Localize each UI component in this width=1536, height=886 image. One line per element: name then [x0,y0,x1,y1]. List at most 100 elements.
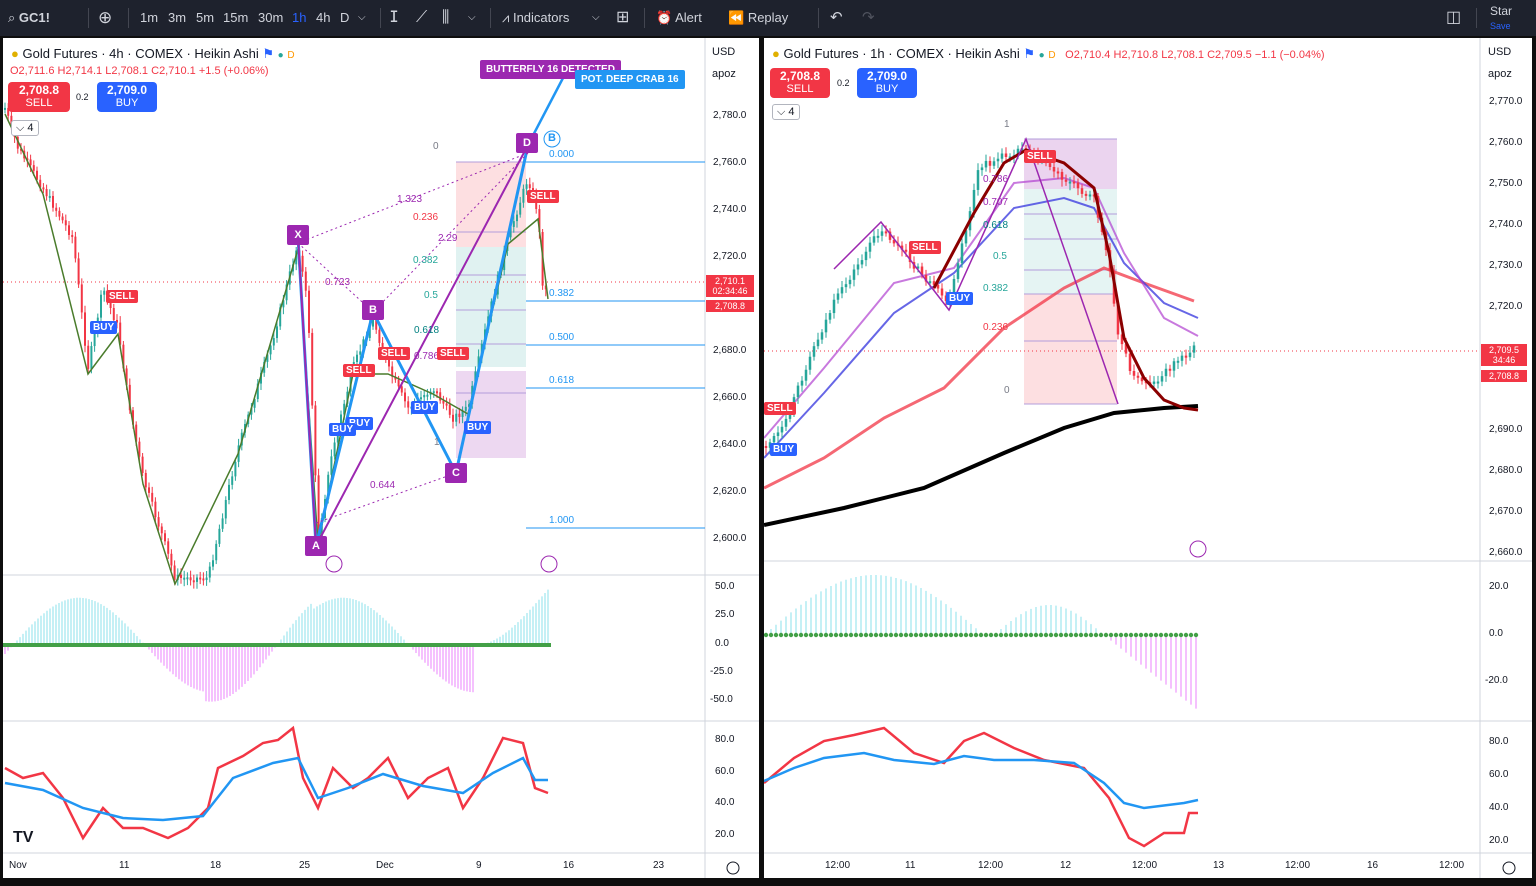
pattern-point-a[interactable]: A [305,536,327,556]
redo-icon[interactable]: ↷ [862,9,875,26]
top-toolbar: ⌕ GC1! ⊕ 1m 3m 5m 15m 30m 1h 4h D ⌵ ⵊ ⟋ … [0,0,1536,36]
alarm-clock-icon: ⏰ [656,10,673,25]
flash-circle-icon[interactable] [1189,540,1207,558]
right-chart-panel[interactable]: ● Gold Futures · 1h · COMEX · Heikin Ash… [764,38,1532,878]
interval-15m[interactable]: 15m [223,10,249,25]
signal-sell: SELL [378,347,410,360]
alert-button[interactable]: ⏰ Alert [656,10,702,25]
signal-sell: SELL [343,364,375,377]
candle-body [199,577,202,580]
candle-body [1004,153,1008,157]
settings-gear-icon[interactable] [726,861,740,875]
layout-split-icon[interactable]: ◫ [1446,9,1462,26]
candle-body [509,226,512,238]
price-axis-tick: 2,660.0 [713,392,747,403]
candle-body [461,410,464,417]
pattern-point-c[interactable]: C [445,463,467,483]
fibext-05: 0.5 [424,290,438,301]
osc-dot [1173,632,1179,638]
currency-selector[interactable]: USD [1488,46,1512,58]
layouts-grid-icon[interactable]: ⊞ [616,9,630,26]
interval-4h[interactable]: 4h [316,10,331,25]
right-chart-canvas[interactable] [764,38,1532,878]
candle-body [100,294,102,318]
symbol-search[interactable]: ⌕ GC1! [8,10,50,25]
status-dot-green-icon: ● [1038,50,1045,61]
buy-button[interactable]: 2,709.0 BUY [857,68,917,98]
indicators-collapse-toggle[interactable]: ⌵ 4 [11,120,39,136]
price-axis-tick: 2,760.0 [713,157,747,168]
candle-body [218,528,221,544]
settings-gear-icon[interactable] [1502,861,1516,875]
search-icon: ⌕ [8,10,16,25]
interval-d[interactable]: D [340,10,350,25]
scale-mode-selector[interactable]: apoz [1488,68,1512,80]
left-legend[interactable]: ● Gold Futures · 4h · COMEX · Heikin Ash… [11,46,295,62]
osc-dot [1088,632,1094,638]
candle-body [16,136,19,149]
osc-dot [968,632,974,638]
bars-style-icon[interactable]: ⵊ [390,9,399,26]
sell-button[interactable]: 2,708.8 SELL [8,82,70,112]
flag-icon[interactable]: ⚑ [262,46,275,61]
time-axis-tick: Nov [9,860,27,871]
compare-symbol-icon[interactable]: ⊕ [98,8,113,27]
pattern-point-d[interactable]: D [516,133,538,153]
replay-circle-icon[interactable] [325,555,343,573]
candle-body [1152,381,1156,384]
indicators-button[interactable]: ⩘ Indicators [502,10,570,25]
fibext-1: 1 [434,437,440,448]
osc-dot [1048,632,1054,638]
candle-body [780,426,784,433]
candle-body [205,577,208,581]
scale-mode-selector[interactable]: apoz [712,68,736,80]
interval-1m[interactable]: 1m [140,10,159,25]
interval-3m[interactable]: 3m [168,10,187,25]
flash-circle-icon[interactable] [540,555,558,573]
chart-style-chevron-down-icon[interactable]: ⌵ [468,12,476,23]
interval-1h[interactable]: 1h [292,10,307,25]
user-menu[interactable]: Star Save [1490,4,1513,31]
candles-style-icon[interactable]: ⫼ [442,9,450,26]
price-axis-tick: 2,620.0 [713,486,747,497]
osc-dot [1043,632,1049,638]
candle-body [544,285,547,290]
left-chart-canvas[interactable]: TV [3,38,759,878]
candle-body [135,424,138,442]
candle-body [852,269,856,280]
left-chart-panel[interactable]: TV ● Gold Futures · 4h · COMEX · Heikin … [3,38,759,878]
candle-body [828,313,832,320]
candle-body [788,412,792,419]
candle-body [164,533,166,542]
candle-body [1164,368,1168,377]
separator [1476,8,1477,28]
candle-body [448,404,451,415]
price-axis-tick: 2,730.0 [1489,260,1523,271]
undo-icon[interactable]: ↶ [830,9,843,26]
interval-dropdown-chevron-down-icon[interactable]: ⌵ [358,12,366,23]
time-axis-tick: 12:00 [1285,860,1311,871]
interval-5m[interactable]: 5m [196,10,215,25]
interval-30m[interactable]: 30m [258,10,284,25]
fib-retracement-lines[interactable] [526,161,705,529]
indicators-collapse-toggle[interactable]: ⌵ 4 [772,104,800,120]
candle-body [388,358,390,367]
osc-dot [838,632,844,638]
price-axis-tick: 2,720.0 [713,251,747,262]
currency-selector[interactable]: USD [712,46,736,58]
candle-body [84,312,86,346]
pattern-point-b[interactable]: B [362,300,384,320]
osc-dot [1133,632,1139,638]
save-link[interactable]: Save [1490,21,1511,31]
ema-red [764,266,1195,490]
pattern-point-x[interactable]: X [287,225,309,245]
right-candles[interactable] [764,142,1196,455]
flag-icon[interactable]: ⚑ [1023,46,1036,61]
line-style-icon[interactable]: ⟋ [416,9,428,26]
buy-button[interactable]: 2,709.0 BUY [97,82,157,112]
indicators-chevron-down-icon[interactable]: ⌵ [592,12,600,23]
replay-button[interactable]: ⏪ Replay [728,10,789,25]
right-legend[interactable]: ● Gold Futures · 1h · COMEX · Heikin Ash… [772,46,1325,62]
sell-button[interactable]: 2,708.8 SELL [770,68,830,98]
candle-body [125,368,128,385]
